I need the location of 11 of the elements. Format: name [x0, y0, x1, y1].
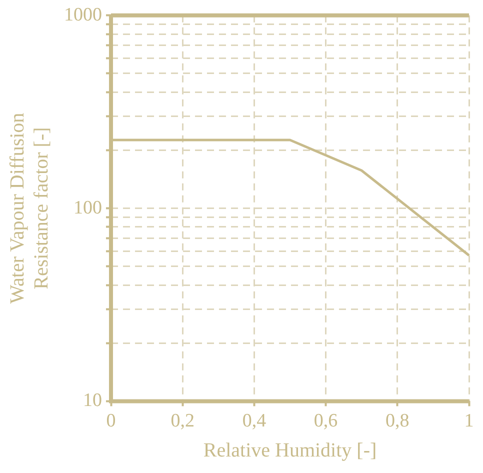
x-tick-label: 1	[464, 410, 474, 432]
x-tick-label: 0,8	[386, 410, 410, 432]
x-tick-label: 0,6	[314, 410, 338, 432]
x-tick-label: 0	[106, 410, 116, 432]
x-tick-label: 0,4	[242, 410, 267, 432]
x-tick-label: 0,2	[170, 410, 194, 432]
x-axis-title: Relative Humidity [-]	[203, 439, 377, 462]
y-tick-label: 1000	[64, 4, 102, 26]
y-tick-label: 10	[83, 390, 102, 412]
y-tick-label: 100	[74, 197, 102, 218]
y-axis-title: Water Vapour Diffusion Resistance factor [-]	[6, 112, 52, 304]
